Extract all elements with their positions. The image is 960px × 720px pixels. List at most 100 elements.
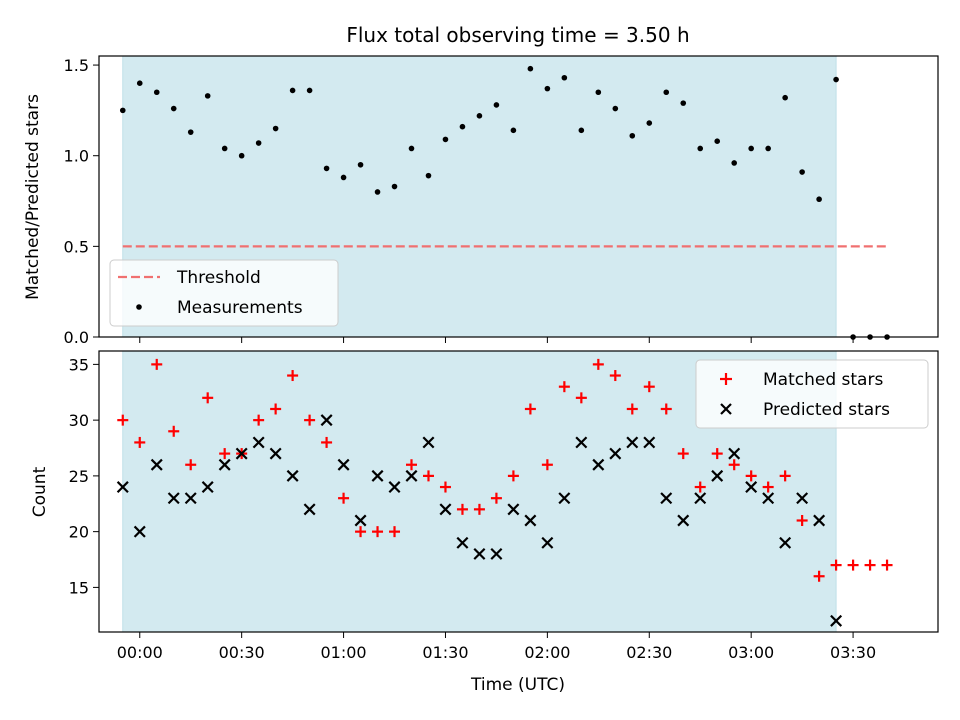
matched-star-point [304,414,316,426]
x-tick-label: 00:30 [219,643,265,662]
matched-star-point [728,459,740,471]
matched-star-point [389,526,401,538]
matched-star-point [677,448,689,460]
measurement-point [493,102,500,108]
top-panel: 0.0 0.5 1.0 1.5 Threshold Measurements [64,55,939,347]
matched-star-point [473,503,485,515]
matched-star-point [270,403,282,415]
measurement-point [561,74,568,81]
matched-star-point [592,358,604,370]
measurements-legend-label: Measurements [177,298,303,318]
predicted-star-point [133,525,146,538]
matched-star-point [660,403,672,415]
top-y-tick-label: 1.0 [64,147,89,166]
bottom-legend: Matched stars Predicted stars [695,359,929,429]
predicted-star-d2 [303,503,316,516]
predicted-star-point [473,547,486,560]
measurement-point [187,129,194,135]
matched-star-point [830,559,842,571]
predicted-star-d2 [796,492,809,505]
predicted-star-d2 [813,514,826,527]
bottom-panel: 15 20 25 30 35 00:00 00:30 01:00 01:30 02:00 02:30… [69,350,939,662]
predicted-star-d2 [150,458,163,471]
predicted-star-d2 [575,436,588,449]
predicted-star-d2 [473,547,486,560]
predicted-star-d2 [218,458,231,471]
x-tick-label: 02:00 [524,643,570,662]
predicted-star-point [150,458,163,471]
measurements-legend-swatch [136,304,142,310]
matched-star-point [507,470,519,482]
x-tick-label: 03:30 [830,643,876,662]
matched-star-point [168,425,180,437]
matched-star-point [372,526,384,538]
measurement-point [442,136,449,143]
predicted-star-d2 [286,469,299,482]
predicted-star-d2 [694,492,707,505]
matched-star-point [321,436,333,448]
measurement-point [612,105,619,112]
matched-legend-label: Matched stars [763,370,883,390]
measurement-point [816,196,822,203]
measurement-point [408,145,415,152]
x-tick-label: 01:30 [422,643,468,662]
measurement-point [680,100,687,106]
measurement-point [544,85,551,92]
predicted-star-d2 [609,447,622,460]
predicted-star-d2 [643,436,656,449]
predicted-star-point [371,469,384,482]
predicted-star-d2 [762,492,775,505]
predicted-star-point [728,447,741,460]
predicted-star-d2 [524,514,537,527]
predicted-star-point [745,481,758,494]
measurement-point [357,161,364,168]
predicted-star-d2 [677,514,690,527]
measurement-point [646,120,653,126]
predicted-star-d2 [235,447,248,460]
matched-star-point [202,392,214,404]
predicted-star-point [609,447,622,460]
measurement-point [510,127,517,134]
predicted-star-point [660,492,673,505]
predicted-star-point [269,447,282,460]
bottom-y-tick-label: 25 [69,467,89,486]
measurement-point [782,94,788,101]
predicted-legend-swatch [720,403,732,415]
matched-star-point [406,459,418,471]
bottom-plot-frame [98,350,939,633]
measurement-point [255,140,262,146]
predicted-star-point [456,536,469,549]
predicted-star-d2 [660,492,673,505]
chart-title: Flux total observing time = 3.50 h [346,23,689,47]
top-y-tick-label: 0.0 [64,328,89,347]
predicted-star-point [354,514,367,527]
predicted-star-point [167,492,180,505]
predicted-star-d2 [507,503,520,516]
measurement-point [476,113,483,119]
matched-star-point [151,358,163,370]
matched-star-point [439,481,451,493]
predicted-star-point [184,492,197,505]
top-legend: Threshold Measurements [109,259,339,327]
measurement-point [136,80,143,86]
matched-star-point [287,370,299,382]
predicted-star-d2 [116,481,129,494]
predicted-star-d2 [320,414,333,427]
predicted-star-point [252,436,265,449]
matched-star-point [745,470,757,482]
measurement-point [272,125,279,132]
bottom-y-tick-label: 30 [69,411,89,430]
predicted-star-point [626,436,639,449]
measurement-point [119,107,126,114]
predicted-star-point [422,436,435,449]
matched-star-point [490,492,502,504]
predicted-legend-d2 [720,403,732,415]
measurement-point [697,145,704,152]
predicted-star-d2 [779,536,792,549]
matched-star-point [609,370,621,382]
measurement-point [425,172,432,179]
matched-star-point [762,481,774,493]
measurement-point [459,123,466,130]
measurement-point [731,160,737,166]
predicted-star-d2 [167,492,180,505]
